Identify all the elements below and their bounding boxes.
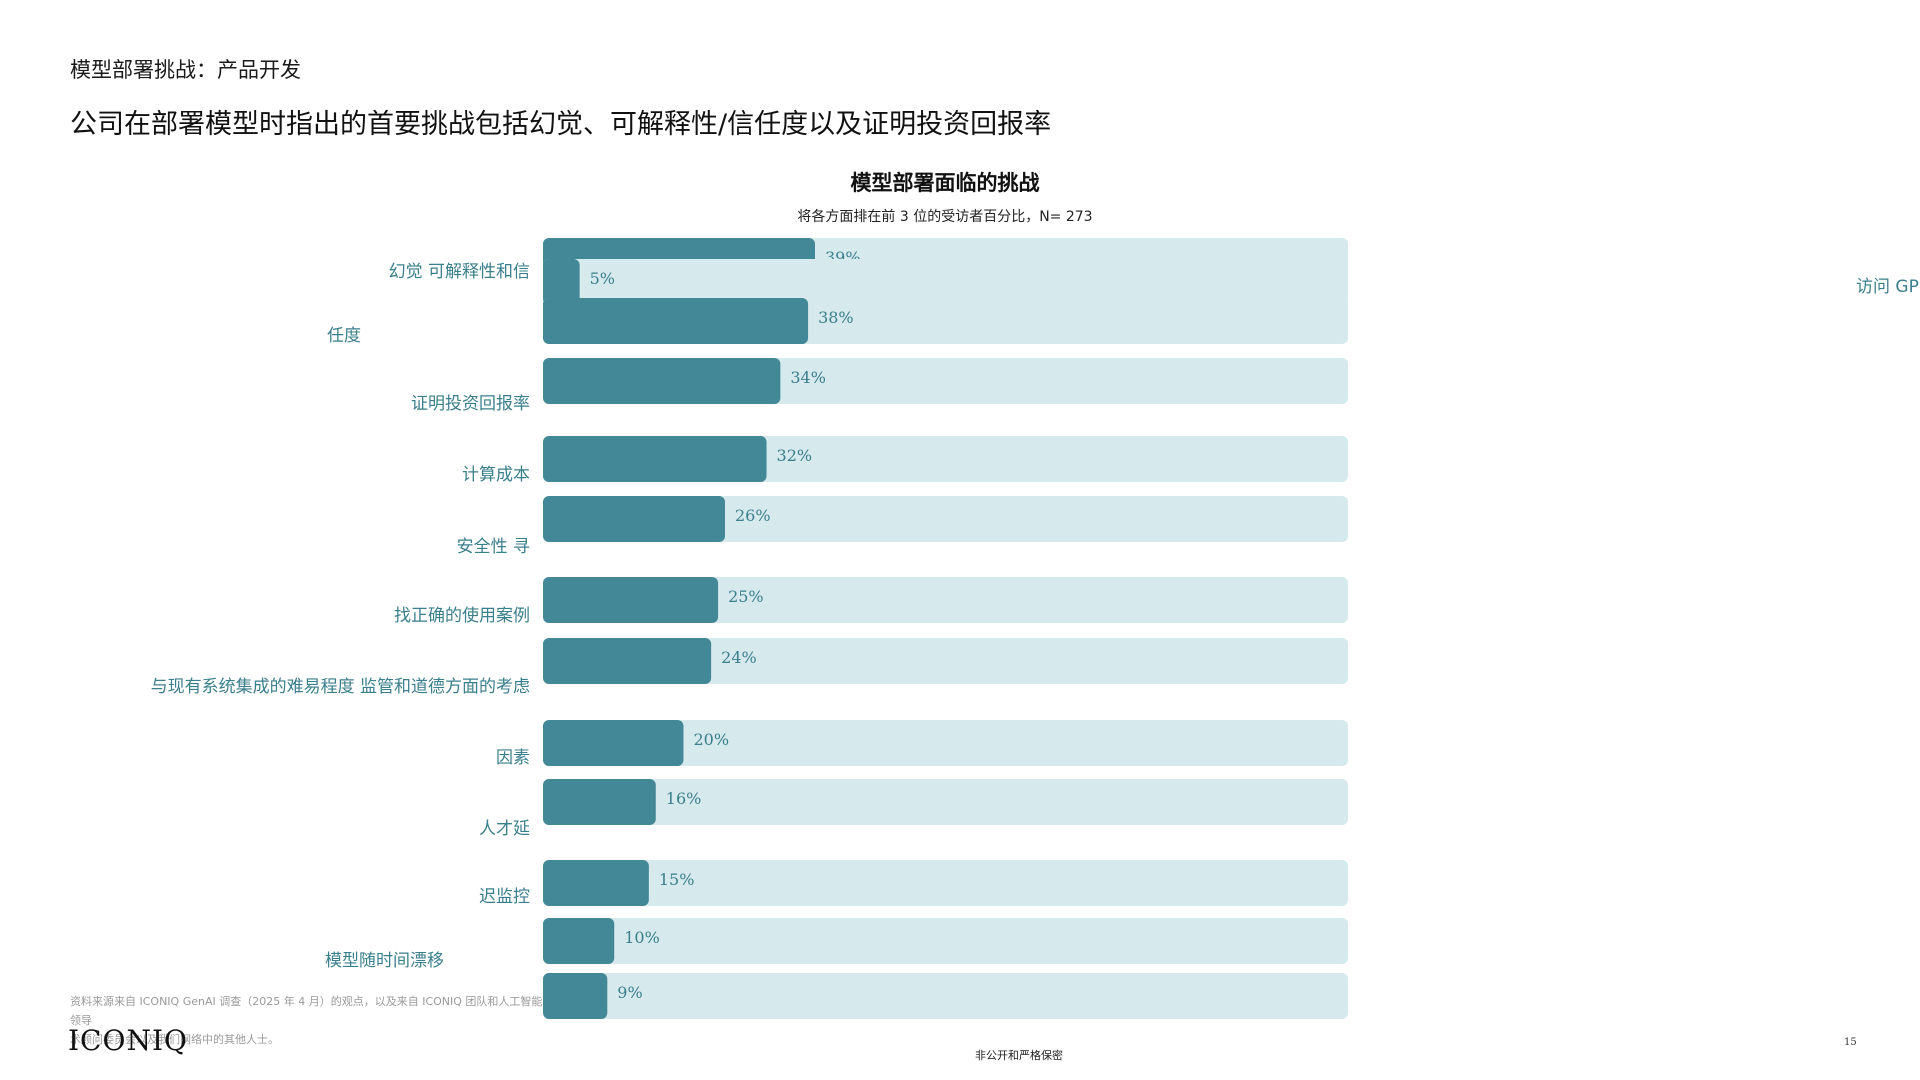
bar-value-label: 20%	[693, 730, 729, 749]
category-label: 幻觉 可解释性和信	[388, 262, 530, 282]
bar	[543, 720, 684, 766]
category-label: 计算成本	[462, 465, 530, 485]
bar	[543, 779, 656, 825]
bar-value-label: 24%	[721, 648, 757, 667]
bar-value-label: 15%	[659, 870, 695, 889]
source-line: 术顾问委员会以及我们网络中的其他人士。	[70, 1033, 279, 1046]
iconiq-logo: ICONIQ	[68, 1024, 188, 1057]
bar-track	[543, 918, 1348, 964]
category-label: 模型随时间漂移	[325, 951, 444, 971]
bar-track	[543, 496, 1348, 542]
bar-track	[543, 720, 1348, 766]
bar	[543, 436, 767, 482]
bar	[543, 259, 580, 305]
bar	[543, 358, 781, 404]
category-label: 迟监控	[479, 887, 530, 907]
bar-track	[543, 259, 1348, 305]
category-label: 因素	[496, 748, 530, 768]
bar-value-label: 34%	[790, 368, 826, 387]
source-footnote: 资料来源来自 ICONIQ GenAI 调查（2025 年 4 月）的观点，以及…	[70, 992, 550, 1049]
bar	[543, 973, 608, 1019]
bar-value-label: 38%	[818, 308, 854, 327]
page-number: 15	[1844, 1037, 1857, 1048]
confidential-label: 非公开和严格保密	[975, 1049, 1063, 1062]
bar-track	[543, 860, 1348, 906]
category-label: 人才延	[479, 819, 530, 839]
bar	[543, 638, 712, 684]
bar-track	[543, 638, 1348, 684]
source-line: 资料来源来自 ICONIQ GenAI 调查（2025 年 4 月）的观点，以及…	[70, 995, 543, 1027]
category-label: 找正确的使用案例	[394, 606, 530, 626]
bar-value-label: 9%	[617, 983, 642, 1002]
bar-track	[543, 779, 1348, 825]
bar-track	[543, 973, 1348, 1019]
bar-value-label: 25%	[728, 587, 764, 606]
category-label: 与现有系统集成的难易程度 监管和道德方面的考虑	[150, 677, 530, 697]
bar	[543, 298, 809, 344]
bar-value-label: 26%	[735, 506, 771, 525]
bar-value-label: 32%	[777, 446, 813, 465]
chart-subtitle: 将各方面排在前 3 位的受访者百分比，N= 273	[797, 209, 1093, 225]
stray-label: 访问 GPU	[1856, 277, 1920, 297]
headline: 公司在部署模型时指出的首要挑战包括幻觉、可解释性/信任度以及证明投资回报率	[70, 109, 1052, 140]
bar	[543, 577, 719, 623]
category-label: 安全性 寻	[456, 537, 530, 557]
category-label: 证明投资回报率	[411, 394, 530, 414]
chart-title: 模型部署面临的挑战	[850, 171, 1040, 195]
section-label: 模型部署挑战：产品开发	[70, 58, 301, 82]
bar	[543, 918, 615, 964]
bar-value-label: 16%	[666, 789, 702, 808]
bar-value-label: 10%	[624, 928, 660, 947]
category-label: 任度	[327, 326, 361, 346]
bar	[543, 860, 649, 906]
bar	[543, 496, 725, 542]
bar-track	[543, 577, 1348, 623]
bar-value-label: 5%	[590, 269, 615, 288]
